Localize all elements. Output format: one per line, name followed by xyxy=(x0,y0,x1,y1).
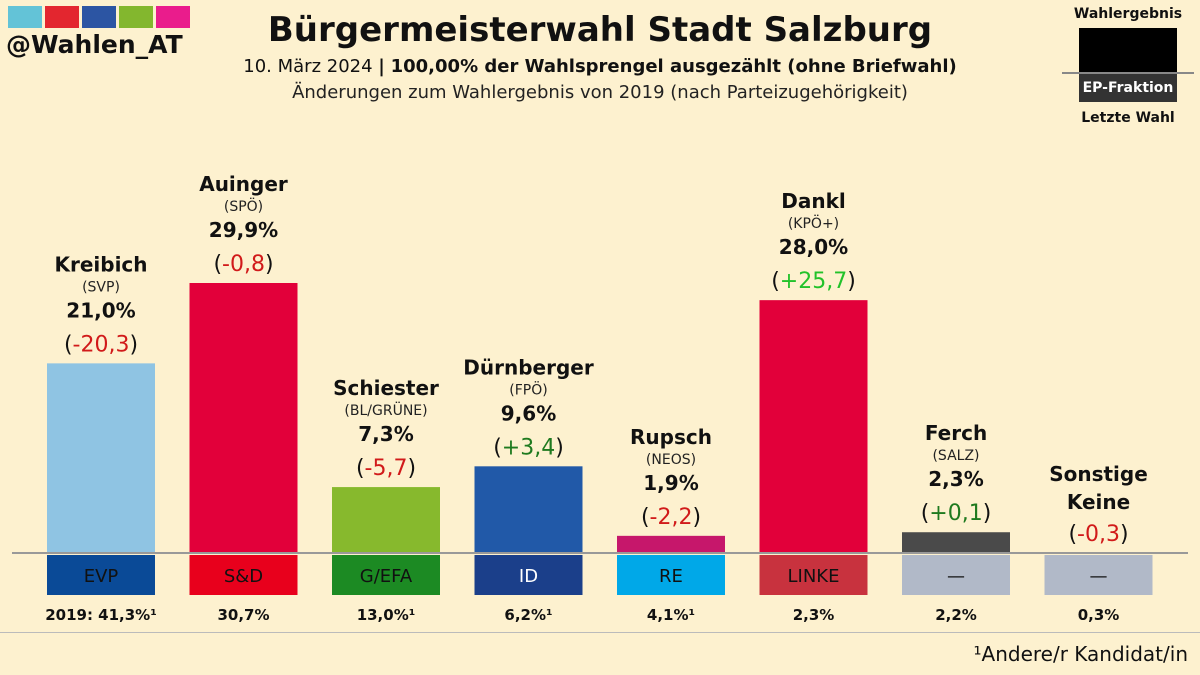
group-label-6: LINKE xyxy=(788,566,840,587)
brand-logo xyxy=(8,6,190,28)
group-band-3 xyxy=(332,555,440,595)
subtitle: 10. März 2024 | 100,00% der Wahlsprengel… xyxy=(0,56,1200,77)
candidate-label-7: Ferch xyxy=(925,421,987,445)
legend-result-label: Wahlergebnis xyxy=(1073,6,1183,22)
value-label-4: 9,6% xyxy=(501,401,556,425)
candidate-label-3: Schiester xyxy=(333,376,439,400)
candidate-label2-8: Keine xyxy=(1067,490,1130,514)
change-label-7: (+0,1) xyxy=(921,501,992,526)
group-label-8: — xyxy=(1090,566,1108,587)
change-label-3: (-5,7) xyxy=(356,456,416,481)
value-label-1: 21,0% xyxy=(66,298,135,322)
changes-note: Änderungen zum Wahlergebnis von 2019 (na… xyxy=(292,82,908,103)
candidate-label-6: Dankl xyxy=(781,189,846,213)
legend-baseline xyxy=(1062,72,1194,74)
logo-block-2 xyxy=(45,6,79,28)
group-band-2 xyxy=(189,555,298,595)
footer-divider xyxy=(0,632,1200,633)
candidate-label-5: Rupsch xyxy=(630,425,712,449)
party-label-6: (KPÖ+) xyxy=(788,214,839,232)
bar-2 xyxy=(189,283,298,553)
change-label-1: (-20,3) xyxy=(64,332,138,357)
party-label-7: (SALZ) xyxy=(932,448,979,464)
change-label-4: (+3,4) xyxy=(493,435,564,460)
group-band-6 xyxy=(759,555,868,595)
account-handle: @Wahlen_AT xyxy=(6,30,183,59)
last-result-8: 0,3% xyxy=(1078,606,1120,624)
party-label-4: (FPÖ) xyxy=(509,380,547,398)
change-label-5: (-2,2) xyxy=(641,505,701,530)
bar-7 xyxy=(902,532,1010,553)
last-result-5: 4,1%¹ xyxy=(647,606,695,624)
bar-5 xyxy=(617,535,725,553)
page-title: Bürgermeisterwahl Stadt Salzburg xyxy=(267,10,933,50)
logo-block-1 xyxy=(8,6,42,28)
group-band-8 xyxy=(1044,555,1153,595)
group-band-4 xyxy=(474,555,583,595)
value-label-2: 29,9% xyxy=(209,218,278,242)
group-label-3: G/EFA xyxy=(360,566,413,587)
legend-result-swatch xyxy=(1079,28,1177,72)
bar-4 xyxy=(474,466,583,553)
group-band-7 xyxy=(902,555,1010,595)
group-band-1 xyxy=(47,555,155,595)
last-result-2: 30,7% xyxy=(217,606,269,624)
party-label-2: (SPÖ) xyxy=(224,197,263,215)
bar-1 xyxy=(47,363,155,553)
count-status: 100,00% der Wahlsprengel ausgezählt (ohn… xyxy=(390,56,957,77)
party-label-1: (SVP) xyxy=(82,279,120,295)
election-date: 10. März 2024 xyxy=(243,56,373,77)
subtitle-separator: | xyxy=(378,56,385,77)
legend: Wahlergebnis EP-Fraktion Letzte Wahl xyxy=(1062,4,1194,126)
group-band-5 xyxy=(617,555,725,595)
candidate-label-4: Dürnberger xyxy=(463,355,594,379)
candidate-label-2: Auinger xyxy=(199,172,288,196)
logo-block-5 xyxy=(156,6,190,28)
footnote: ¹Andere/r Kandidat/in xyxy=(973,642,1189,666)
last-result-1: 2019: 41,3%¹ xyxy=(45,606,157,624)
change-label-8: (-0,3) xyxy=(1068,522,1128,547)
change-label-2: (-0,8) xyxy=(213,252,273,277)
bar-3 xyxy=(332,487,440,553)
legend-last-label: Letzte Wahl xyxy=(1081,110,1175,126)
last-result-6: 2,3% xyxy=(793,606,835,624)
logo-block-4 xyxy=(119,6,153,28)
candidate-label-1: Kreibich xyxy=(54,252,147,276)
party-label-3: (BL/GRÜNE) xyxy=(344,401,427,419)
value-label-3: 7,3% xyxy=(358,422,413,446)
candidate-label-8: Sonstige xyxy=(1049,462,1148,486)
last-result-3: 13,0%¹ xyxy=(357,606,416,624)
last-result-7: 2,2% xyxy=(935,606,977,624)
bar-6 xyxy=(759,300,868,553)
legend-ep-band: EP-Fraktion xyxy=(1079,74,1177,102)
value-label-6: 28,0% xyxy=(779,235,848,259)
value-label-5: 1,9% xyxy=(643,471,698,495)
logo-block-3 xyxy=(82,6,116,28)
value-label-7: 2,3% xyxy=(928,467,983,491)
group-label-7: — xyxy=(947,566,965,587)
group-label-1: EVP xyxy=(84,566,119,587)
last-result-4: 6,2%¹ xyxy=(504,606,552,624)
party-label-5: (NEOS) xyxy=(646,452,696,468)
group-label-4: ID xyxy=(519,566,538,587)
group-label-5: RE xyxy=(659,566,683,587)
group-label-2: S&D xyxy=(224,566,263,587)
change-label-6: (+25,7) xyxy=(771,269,856,294)
